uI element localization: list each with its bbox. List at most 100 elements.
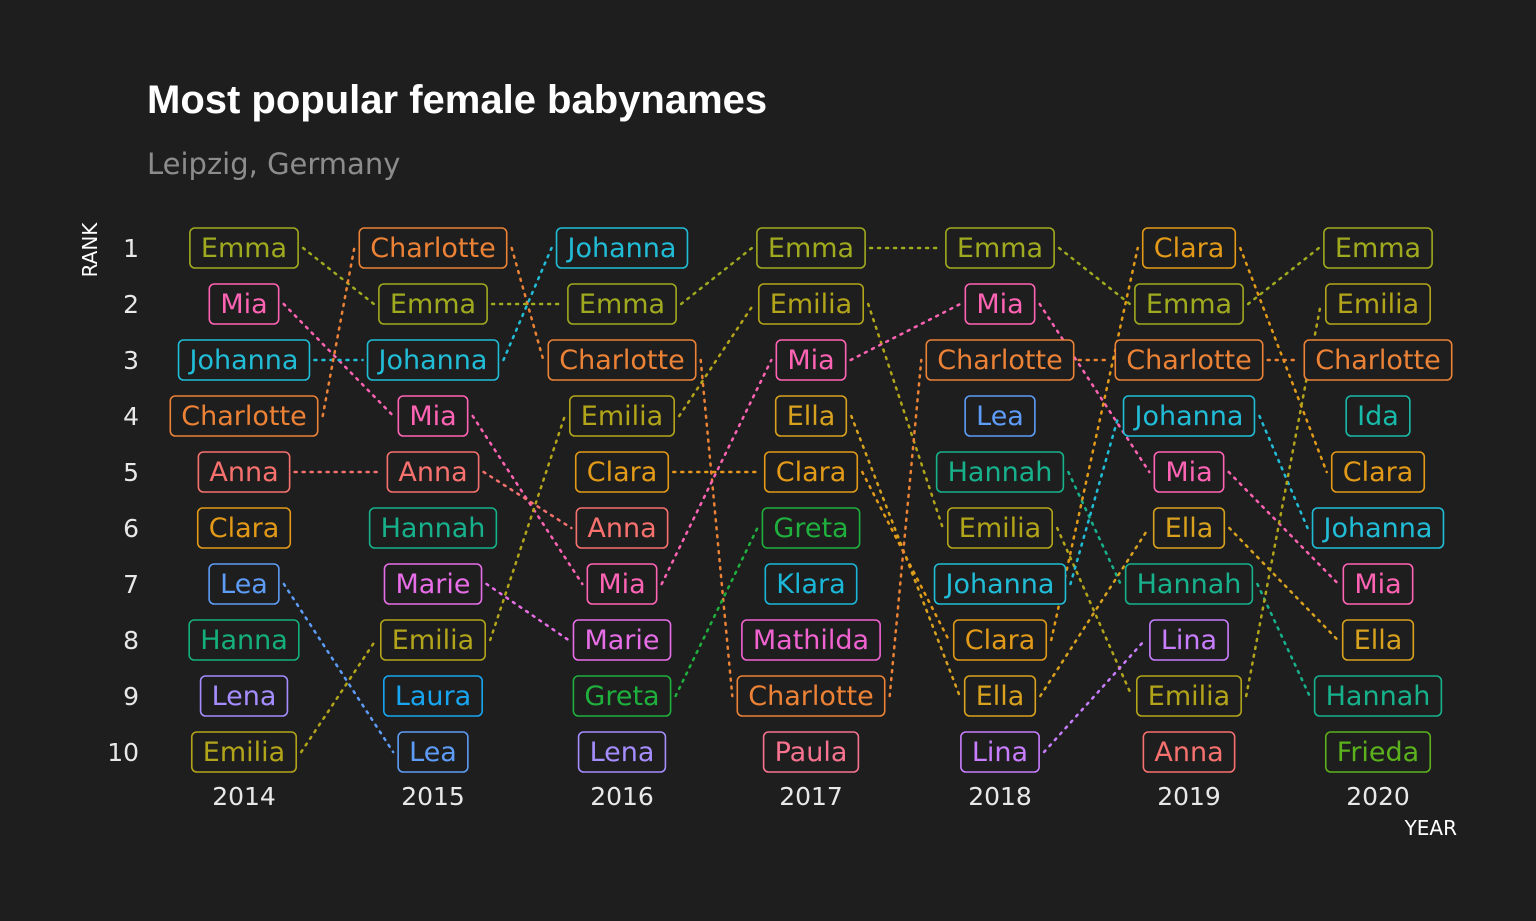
name-label-emilia-2016: Emilia [568, 395, 676, 437]
name-label-box [757, 283, 865, 325]
rank-tick-2: 2 [123, 290, 139, 319]
name-label-text: Ella [1165, 513, 1214, 544]
name-label-box [397, 731, 469, 773]
name-label-box [763, 451, 859, 493]
rank-ticks: 1 2 3 4 5 6 7 8 9 10 [107, 234, 139, 767]
name-label-charlotte-2017: Charlotte [736, 675, 886, 717]
name-label-box [197, 451, 291, 493]
name-label-ella-2017: Ella [774, 395, 848, 437]
name-label-box [1311, 507, 1445, 549]
name-label-box [379, 619, 487, 661]
name-label-lena-2016: Lena [577, 731, 667, 773]
connector-greta-2016 [674, 526, 759, 698]
name-label-text: Johanna [377, 345, 488, 376]
name-label-hannah-2020: Hannah [1313, 675, 1443, 717]
name-label-box [555, 227, 689, 269]
name-label-box [1341, 619, 1415, 661]
name-label-box [1342, 563, 1414, 605]
rank-tick-1: 1 [123, 234, 139, 263]
name-label-text: Charlotte [1126, 345, 1251, 376]
name-label-box [189, 227, 299, 269]
name-label-mia-2014: Mia [208, 283, 280, 325]
name-label-box [190, 731, 298, 773]
connector-lina-2018 [1042, 638, 1147, 754]
name-label-box [761, 507, 861, 549]
name-label-mathilda-2017: Mathilda [741, 619, 881, 661]
name-label-text: Emma [1335, 233, 1421, 264]
name-label-text: Anna [398, 457, 467, 488]
name-label-text: Mia [1354, 569, 1401, 600]
year-ticks: 2014 2015 2016 2017 2018 2019 2020 [212, 782, 1410, 811]
name-label-box [1153, 451, 1225, 493]
name-label-text: Mia [1165, 457, 1212, 488]
rank-tick-3: 3 [123, 346, 139, 375]
name-label-box [567, 283, 677, 325]
name-label-box [964, 283, 1036, 325]
name-label-text: Ella [1354, 625, 1403, 656]
name-label-text: Clara [1343, 457, 1414, 488]
name-label-box [963, 675, 1037, 717]
name-label-text: Marie [395, 569, 470, 600]
name-label-text: Johanna [1322, 513, 1433, 544]
name-label-charlotte-2016: Charlotte [547, 339, 697, 381]
name-label-box [1324, 731, 1432, 773]
name-label-box [935, 451, 1065, 493]
name-label-box [741, 619, 881, 661]
name-label-box [577, 731, 667, 773]
name-label-text: Emilia [1337, 289, 1419, 320]
rank-tick-4: 4 [123, 402, 139, 431]
name-label-text: Johanna [566, 233, 677, 264]
rank-tick-8: 8 [123, 626, 139, 655]
name-label-box [188, 619, 300, 661]
name-label-text: Mia [220, 289, 267, 320]
name-label-box [1324, 283, 1432, 325]
name-label-text: Johanna [188, 345, 299, 376]
name-label-clara-2019: Clara [1141, 227, 1237, 269]
name-label-box [1313, 675, 1443, 717]
name-label-hannah-2018: Hannah [935, 451, 1065, 493]
name-label-box [1345, 395, 1411, 437]
name-label-text: Mathilda [753, 625, 869, 656]
chart-title: Most popular female babynames [147, 78, 767, 122]
name-label-text: Anna [209, 457, 278, 488]
name-label-box [368, 507, 498, 549]
name-label-johanna-2019: Johanna [1122, 395, 1256, 437]
connector-charlotte-2014 [321, 246, 356, 418]
connector-marie-2015 [485, 582, 570, 642]
connector-lea-2014 [282, 582, 395, 754]
name-label-box [378, 283, 488, 325]
name-label-mia-2019: Mia [1153, 451, 1225, 493]
name-label-text: Ella [976, 681, 1025, 712]
name-label-clara-2014: Clara [196, 507, 292, 549]
name-label-box [199, 675, 289, 717]
name-label-box [1142, 731, 1236, 773]
name-label-text: Lea [976, 401, 1024, 432]
name-label-emilia-2017: Emilia [757, 283, 865, 325]
name-label-emilia-2018: Emilia [946, 507, 1054, 549]
name-label-emma-2017: Emma [756, 227, 866, 269]
name-label-frieda-2020: Frieda [1324, 731, 1432, 773]
name-label-text: Charlotte [937, 345, 1062, 376]
name-label-box [386, 451, 480, 493]
name-label-box [1323, 227, 1433, 269]
name-label-laura-2015: Laura [383, 675, 483, 717]
name-label-box [177, 339, 311, 381]
connector-emilia-2019 [1244, 302, 1323, 698]
rank-tick-6: 6 [123, 514, 139, 543]
name-label-box [1330, 451, 1426, 493]
name-label-text: Hannah [1326, 681, 1431, 712]
name-label-johanna-2020: Johanna [1311, 507, 1445, 549]
connector-mia-2016 [660, 358, 773, 586]
name-label-text: Laura [395, 681, 471, 712]
name-label-mia-2018: Mia [964, 283, 1036, 325]
name-label-charlotte-2019: Charlotte [1114, 339, 1264, 381]
connector-johanna-2018 [1069, 414, 1120, 586]
connector-emilia-2014 [299, 638, 378, 754]
name-label-text: Emilia [581, 401, 663, 432]
name-label-text: Lina [972, 737, 1028, 768]
name-label-text: Charlotte [748, 681, 873, 712]
name-label-text: Emma [1146, 289, 1232, 320]
year-tick-2019: 2019 [1157, 782, 1221, 811]
name-label-emilia-2014: Emilia [190, 731, 298, 773]
name-label-text: Ella [787, 401, 836, 432]
